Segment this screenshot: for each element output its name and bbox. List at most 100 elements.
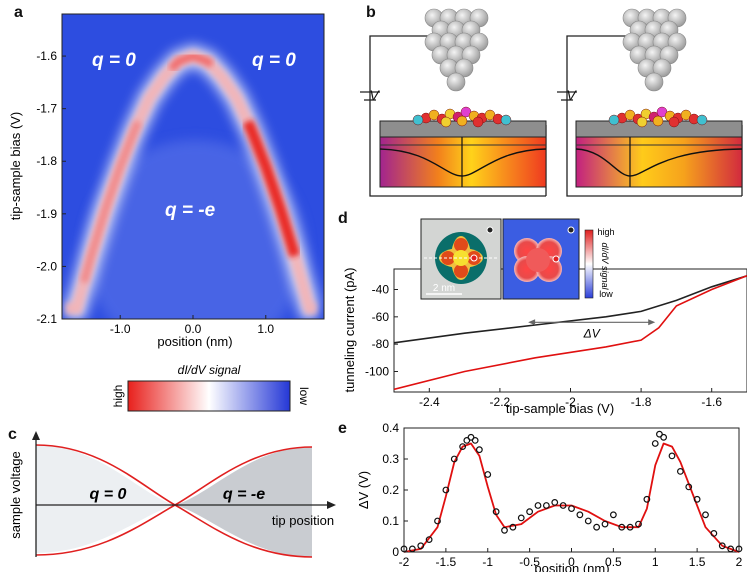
x-tick-label: -1.0	[110, 322, 131, 336]
panel-d-figure: -40 -60 -80 -100 -2.4 -2.2 -2 -1.8 -1.6 ΔV 2 nm	[342, 218, 747, 416]
molecule-atom	[472, 116, 484, 128]
voltage-label-right: V	[566, 87, 577, 103]
panel-label-e: e	[338, 420, 347, 437]
inset-didv-map	[502, 218, 580, 300]
molecule-atom	[696, 114, 708, 126]
x-tick-label: 0.0	[185, 322, 202, 336]
panel-e-xlabel: position (nm)	[534, 561, 609, 572]
data-point	[475, 446, 483, 454]
data-point	[408, 545, 416, 553]
data-point	[459, 443, 467, 451]
delta-v-arrow	[528, 319, 656, 326]
data-point	[635, 520, 642, 528]
c-x-arrow-icon	[327, 501, 336, 509]
x-tick-label: 2	[736, 555, 743, 569]
panel-b-figure: V V	[360, 8, 743, 197]
tip-spheres-left	[424, 8, 489, 92]
data-point	[660, 433, 668, 441]
annotation-q-e: q = -e	[165, 200, 216, 221]
data-point	[542, 502, 550, 509]
tip-atom	[454, 58, 474, 78]
y-tick-label: 0	[392, 545, 399, 559]
data-point	[534, 502, 542, 509]
x-tick-label: -2	[399, 555, 410, 569]
y-tick-label: -1.8	[36, 154, 57, 168]
annotation-q0-right: q = 0	[252, 50, 296, 71]
molecule-atom	[456, 115, 468, 127]
y-tick-label: -1.9	[36, 207, 57, 221]
colorbar	[127, 380, 291, 412]
data-point	[434, 517, 441, 525]
panel-a-ylabel: tip-sample bias (V)	[8, 112, 23, 220]
inset-topography: 2 nm	[420, 218, 502, 300]
data-point	[484, 471, 492, 478]
heatmap-inner-glow	[85, 140, 305, 319]
colorbar-high: high	[111, 385, 125, 408]
x-tick-label: -1.8	[631, 395, 652, 409]
data-point	[710, 529, 718, 537]
y-tick-label: 0.3	[382, 452, 399, 466]
x-tick-label: -1.6	[701, 395, 722, 409]
molecule-atom	[440, 116, 452, 128]
data-point	[492, 508, 500, 516]
annotation-q0-left: q = 0	[92, 50, 136, 71]
colorbar-title: dI/dV signal	[178, 363, 241, 377]
x-tick-label: 0	[568, 555, 575, 569]
panel-e-series	[400, 430, 743, 553]
data-point	[643, 495, 651, 503]
panel-d-series	[394, 275, 747, 391]
panel-d-axes: -40 -60 -80 -100 -2.4 -2.2 -2 -1.8 -1.6	[365, 283, 722, 410]
panel-a-xlabel: position (nm)	[157, 334, 232, 349]
data-point	[702, 511, 709, 519]
schematic-left: V	[360, 8, 547, 197]
x-tick-label: 0.5	[605, 555, 622, 569]
panel-a-axes: -1.6 -1.7 -1.8 -1.9 -2.0 -2.1 -1.0 0.0 1.0	[36, 49, 274, 336]
colorbar-low: low	[297, 387, 311, 405]
data-point	[471, 437, 479, 444]
data-point	[618, 523, 626, 531]
region-q0	[36, 445, 175, 553]
panel-label-a: a	[14, 4, 23, 21]
molecule-atom	[636, 116, 648, 128]
panel-label-d: d	[338, 210, 348, 227]
inset-colorbar-low: low	[599, 289, 613, 299]
x-tick-label: 1	[652, 555, 659, 569]
molecule-atom	[608, 114, 620, 126]
data-point	[693, 495, 701, 503]
data-point	[727, 545, 735, 553]
data-point	[626, 523, 634, 531]
y-tick-label: -2.0	[36, 259, 57, 273]
molecule-left	[412, 106, 512, 128]
panel-label-b: b	[366, 4, 376, 21]
region-label-qe: q = -e	[223, 486, 265, 503]
data-point	[651, 440, 659, 447]
data-point	[551, 498, 559, 506]
scale-bar-label: 2 nm	[433, 283, 455, 294]
panel-d-xlabel: tip-sample bias (V)	[506, 401, 614, 416]
y-tick-label: -100	[365, 365, 389, 379]
data-point	[584, 517, 592, 525]
molecule-atom	[652, 115, 664, 127]
c-y-arrow-icon	[32, 431, 40, 440]
molecule-atom	[412, 114, 424, 126]
y-tick-label: -60	[372, 310, 390, 324]
data-point	[442, 486, 450, 494]
fit-line	[403, 442, 740, 553]
x-tick-label: -0.5	[519, 555, 540, 569]
ridge-peak-right	[242, 119, 301, 258]
panel-a-figure: -1.6 -1.7 -1.8 -1.9 -2.0 -2.1 -1.0 0.0 1.0 q = 0…	[8, 13, 325, 412]
x-tick-label: -1.5	[436, 555, 457, 569]
x-tick-label: -2.2	[490, 395, 511, 409]
data-point	[685, 483, 693, 491]
delta-v-label: ΔV	[583, 326, 601, 340]
data-point	[668, 452, 676, 460]
data-point	[568, 505, 575, 512]
data-point	[450, 455, 458, 463]
y-tick-label: 0.4	[382, 421, 399, 435]
panel-c-figure: sample voltage tip position q = 0 q = -e	[8, 431, 336, 558]
data-point	[417, 542, 425, 550]
y-tick-label: -80	[372, 337, 390, 351]
data-point	[593, 523, 601, 531]
data-point	[501, 526, 508, 534]
panel-label-c: c	[8, 426, 17, 443]
